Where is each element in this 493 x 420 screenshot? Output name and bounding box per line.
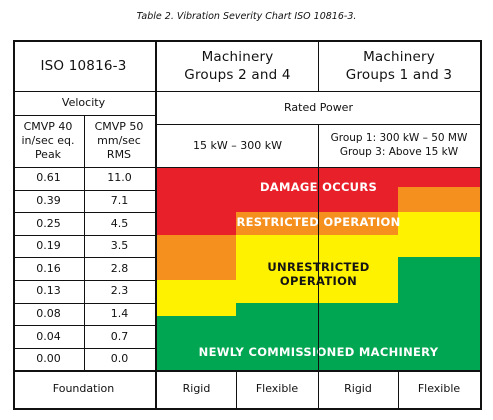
grid-line (318, 40, 319, 91)
rated-power-header: Rated Power (284, 100, 353, 114)
rms-value: 2.3 (110, 284, 129, 298)
rms-value: 0.0 (110, 352, 129, 366)
grid-line (13, 167, 480, 168)
grid-line (13, 370, 480, 372)
machinery-groups-1-3: Machinery Groups 1 and 3 (318, 41, 480, 91)
cmvp-rms-header: CMVP 50 mm/sec RMS (84, 115, 154, 167)
grid-line (318, 370, 319, 408)
zone-damage (157, 167, 236, 235)
zone-unrestricted (318, 234, 398, 303)
velocity-header: Velocity (61, 96, 106, 110)
grid-line (156, 40, 157, 408)
power-range-1-3-text: Group 1: 300 kW – 50 MW Group 3: Above 1… (330, 132, 468, 158)
foundation-rigid-1-3: Rigid (344, 382, 372, 396)
foundation-flexible-1-3: Flexible (417, 382, 461, 396)
grid-line (13, 91, 480, 92)
zone-unrestricted (157, 280, 236, 317)
rms-value: 11.0 (107, 171, 132, 185)
zone-new (318, 302, 398, 371)
peak-value: 0.39 (36, 194, 61, 208)
table-caption: Table 2. Vibration Severity Chart ISO 10… (136, 11, 357, 22)
rms-value: 4.5 (110, 216, 129, 230)
zone-restricted (398, 187, 480, 213)
zone-restricted (318, 212, 398, 235)
foundation-rigid-2-4: Rigid (182, 382, 211, 396)
zone-unrestricted (398, 212, 480, 258)
rms-value: 2.8 (110, 261, 129, 275)
foundation-label: Foundation (52, 382, 115, 396)
zone-new (157, 316, 236, 371)
grid-line (84, 115, 85, 371)
table-border-bottom (13, 408, 481, 410)
cmvp-rms-text: CMVP 50 mm/sec RMS (94, 120, 144, 161)
cmvp-peak-text: CMVP 40 in/sec eq. Peak (21, 120, 75, 161)
peak-value: 0.13 (36, 284, 61, 298)
table-border-left (13, 40, 15, 410)
machinery-groups-1-3-text: Machinery Groups 1 and 3 (345, 48, 453, 83)
grid-line (155, 40, 156, 408)
table-border-top (13, 40, 481, 42)
rms-value: 7.1 (110, 194, 129, 208)
cmvp-peak-header: CMVP 40 in/sec eq. Peak (13, 115, 83, 167)
grid-line (236, 370, 237, 408)
peak-value: 0.04 (36, 329, 61, 343)
standard-title: ISO 10816-3 (40, 57, 127, 74)
power-range-1-3: Group 1: 300 kW – 50 MW Group 3: Above 1… (318, 124, 480, 167)
zone-restricted (157, 234, 236, 280)
zone-restricted (236, 212, 318, 235)
zone-damage (398, 167, 480, 188)
peak-value: 0.25 (36, 216, 61, 230)
zone-new (398, 257, 480, 371)
power-range-2-4: 15 kW – 300 kW (193, 138, 282, 152)
grid-line (398, 370, 399, 408)
peak-value: 0.00 (36, 352, 61, 366)
peak-value: 0.19 (36, 239, 61, 253)
peak-value: 0.08 (36, 307, 61, 321)
machinery-groups-2-4: Machinery Groups 2 and 4 (157, 41, 318, 91)
rms-value: 1.4 (110, 307, 129, 321)
zone-unrestricted (236, 234, 318, 303)
rms-value: 3.5 (110, 239, 129, 253)
zone-damage (318, 167, 398, 213)
foundation-flexible-2-4: Flexible (255, 382, 299, 396)
zone-damage (236, 167, 318, 213)
rms-value: 0.7 (110, 329, 129, 343)
grid-line (318, 124, 319, 371)
zone-new (236, 302, 318, 371)
peak-value: 0.61 (36, 171, 61, 185)
peak-value: 0.16 (36, 261, 61, 275)
machinery-groups-2-4-text: Machinery Groups 2 and 4 (184, 48, 291, 83)
table-border-right (480, 40, 482, 410)
